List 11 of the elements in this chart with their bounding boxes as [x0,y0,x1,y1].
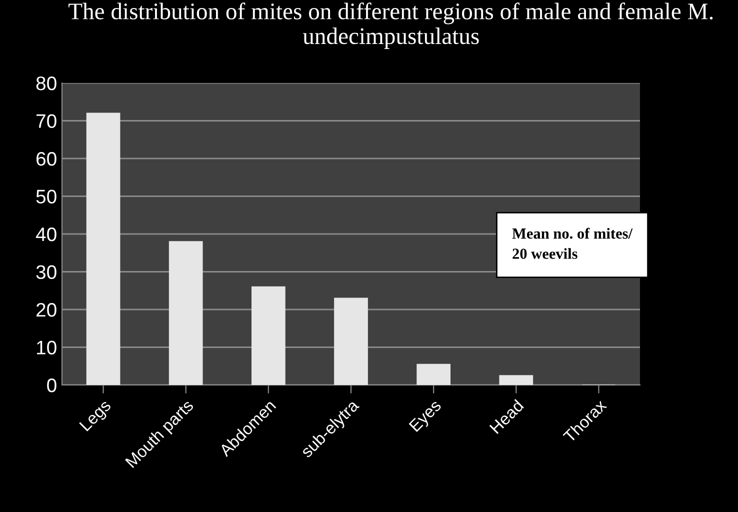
y-tick-label: 60 [36,152,56,166]
y-tick-label: 50 [36,190,56,204]
y-tick-label: 30 [36,265,56,279]
y-tick-label: 80 [36,76,56,90]
y-tick-label: 40 [36,227,56,242]
y-tick-label: 70 [36,114,56,128]
annotation: Mean no. of mites/ 20 weevils [512,228,633,259]
y-tick-label: 10 [36,340,56,354]
y-tick-label: 20 [36,302,56,317]
chart-title: The distribution of mites on different regions of male and female M. undecimpustulatus [68,2,713,49]
y-tick-label: 0 [47,378,56,392]
